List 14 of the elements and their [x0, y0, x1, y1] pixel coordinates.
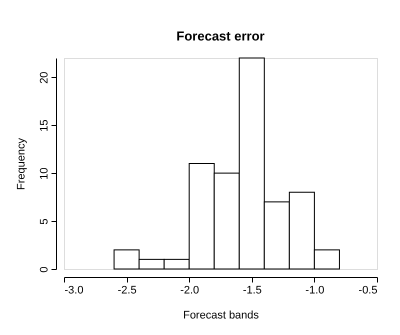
y-tick-label: 5	[38, 218, 50, 225]
chart-title: Forecast error	[176, 28, 265, 44]
x-tick-label: -1.5	[242, 284, 262, 296]
y-axis-title: Frequency	[16, 138, 28, 190]
x-tick-label: -3.0	[64, 284, 84, 296]
x-tick-label: -1.0	[305, 284, 324, 296]
x-axis-title: Forecast bands	[183, 310, 260, 322]
y-tick-label: 10	[38, 167, 50, 180]
y-tick-label: 0	[38, 266, 50, 273]
y-tick-label: 15	[38, 120, 50, 132]
x-tick-label: -2.0	[180, 284, 200, 296]
x-tick-label: -0.5	[358, 284, 378, 296]
y-tick-label: 20	[38, 72, 50, 84]
x-tick-label: -2.5	[118, 284, 137, 296]
